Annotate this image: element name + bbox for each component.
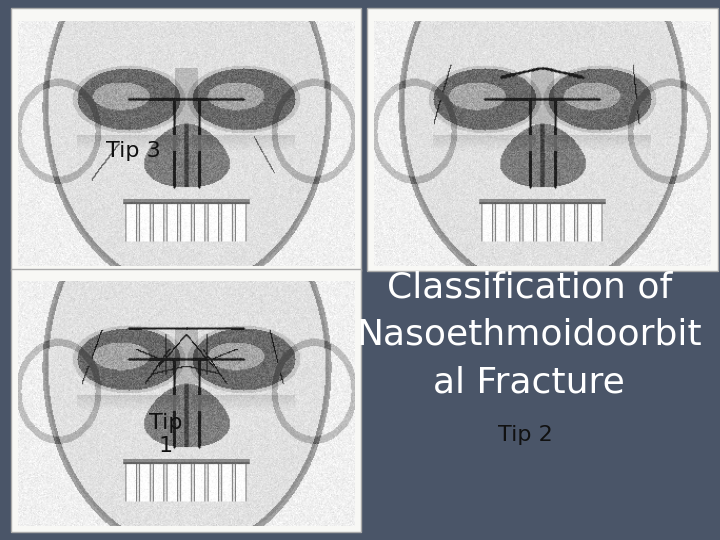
FancyBboxPatch shape bbox=[367, 8, 718, 271]
Text: Classification of
Nasoethmoidoorbit
al Fracture: Classification of Nasoethmoidoorbit al F… bbox=[356, 271, 702, 399]
Text: Tip 2: Tip 2 bbox=[498, 424, 553, 445]
FancyBboxPatch shape bbox=[11, 269, 361, 532]
Text: Tip 3: Tip 3 bbox=[106, 141, 161, 161]
Text: Tip
1: Tip 1 bbox=[149, 413, 182, 456]
FancyBboxPatch shape bbox=[11, 8, 361, 271]
